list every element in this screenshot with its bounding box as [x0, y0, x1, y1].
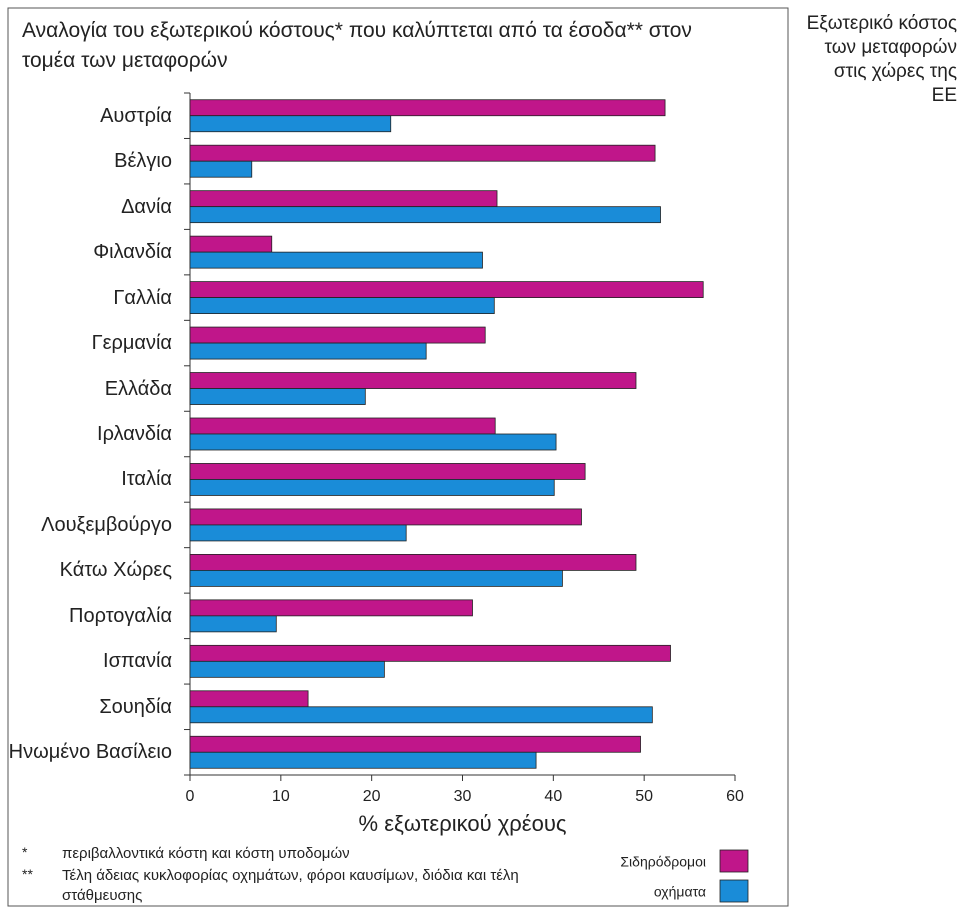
bar: [189, 644, 671, 662]
bar: [189, 297, 495, 315]
legend-swatch: [719, 879, 749, 903]
bar: [189, 281, 704, 299]
bar: [189, 372, 637, 389]
x-tick-label: 10: [272, 788, 290, 805]
bar: [189, 463, 586, 480]
bar: [189, 235, 273, 253]
bar: [189, 660, 385, 678]
bar: [189, 615, 277, 633]
x-tick-label: 50: [635, 788, 653, 805]
y-tick-label: Αυστρία: [100, 104, 172, 127]
y-tick-label: Ισπανία: [103, 650, 172, 673]
y-tick-label: Ιρλανδία: [97, 423, 172, 445]
bar: [189, 160, 253, 178]
bar: [189, 735, 641, 753]
bar: [189, 751, 537, 769]
bar: [189, 342, 427, 360]
bar: [189, 115, 392, 133]
legend-label: οχήματα: [654, 884, 706, 900]
bar: [189, 433, 557, 451]
bar: [189, 206, 661, 224]
chart-title: Αναλογία του εξωτερικού κόστους* που καλ…: [22, 19, 692, 72]
y-tick-label: Σουηδία: [99, 695, 172, 718]
y-tick-label: Ηνωμένο Βασίλειο: [8, 741, 172, 764]
bar: [189, 190, 498, 208]
y-tick-label: Βέλγιο: [114, 150, 172, 173]
x-tick-label: 20: [363, 788, 381, 805]
x-tick-label: 30: [454, 788, 472, 805]
bar: [189, 417, 496, 435]
bar: [189, 690, 309, 708]
footnote-marker: **: [22, 866, 33, 882]
y-tick-label: Ελλάδα: [104, 377, 172, 400]
y-tick-label: Κάτω Χώρες: [59, 559, 172, 582]
y-tick-label: Λουξεμβούργο: [41, 513, 172, 536]
bar: [189, 508, 582, 526]
side-title: Εξωτερικό κόστος των μεταφορών στις χώρε…: [806, 13, 957, 106]
bar: [189, 570, 563, 587]
legend-swatch: [719, 849, 749, 873]
bar: [189, 99, 666, 117]
bar: [189, 479, 555, 496]
chart-frame: [7, 7, 789, 907]
y-tick-label: Δανία: [121, 195, 172, 218]
footnote-marker: *: [22, 844, 28, 860]
legend-label: Σιδηρόδρομοι: [620, 854, 706, 870]
footnote-text: περιβαλλοντικά κόστη και κόστη υποδομών: [62, 845, 350, 862]
y-tick-label: Φιλανδία: [93, 241, 172, 264]
footnote-text: Τέλη άδειας κυκλοφορίας οχημάτων, φόροι …: [62, 867, 519, 904]
y-tick-label: Γερμανία: [91, 332, 172, 355]
bar: [189, 706, 653, 724]
bar: [189, 388, 366, 405]
x-axis-label: % εξωτερικού χρέους: [359, 811, 567, 836]
bar: [189, 524, 407, 542]
bar: [189, 599, 473, 617]
bar: [189, 554, 637, 571]
x-tick-label: 0: [186, 788, 195, 805]
x-tick-label: 60: [726, 788, 744, 805]
bar: [189, 326, 486, 344]
y-tick-label: Πορτογαλία: [69, 604, 172, 627]
x-tick-label: 40: [544, 788, 562, 805]
bar: [189, 251, 483, 269]
y-tick-label: Γαλλία: [113, 286, 172, 309]
bar: [189, 144, 656, 162]
y-tick-label: Ιταλία: [121, 468, 172, 491]
